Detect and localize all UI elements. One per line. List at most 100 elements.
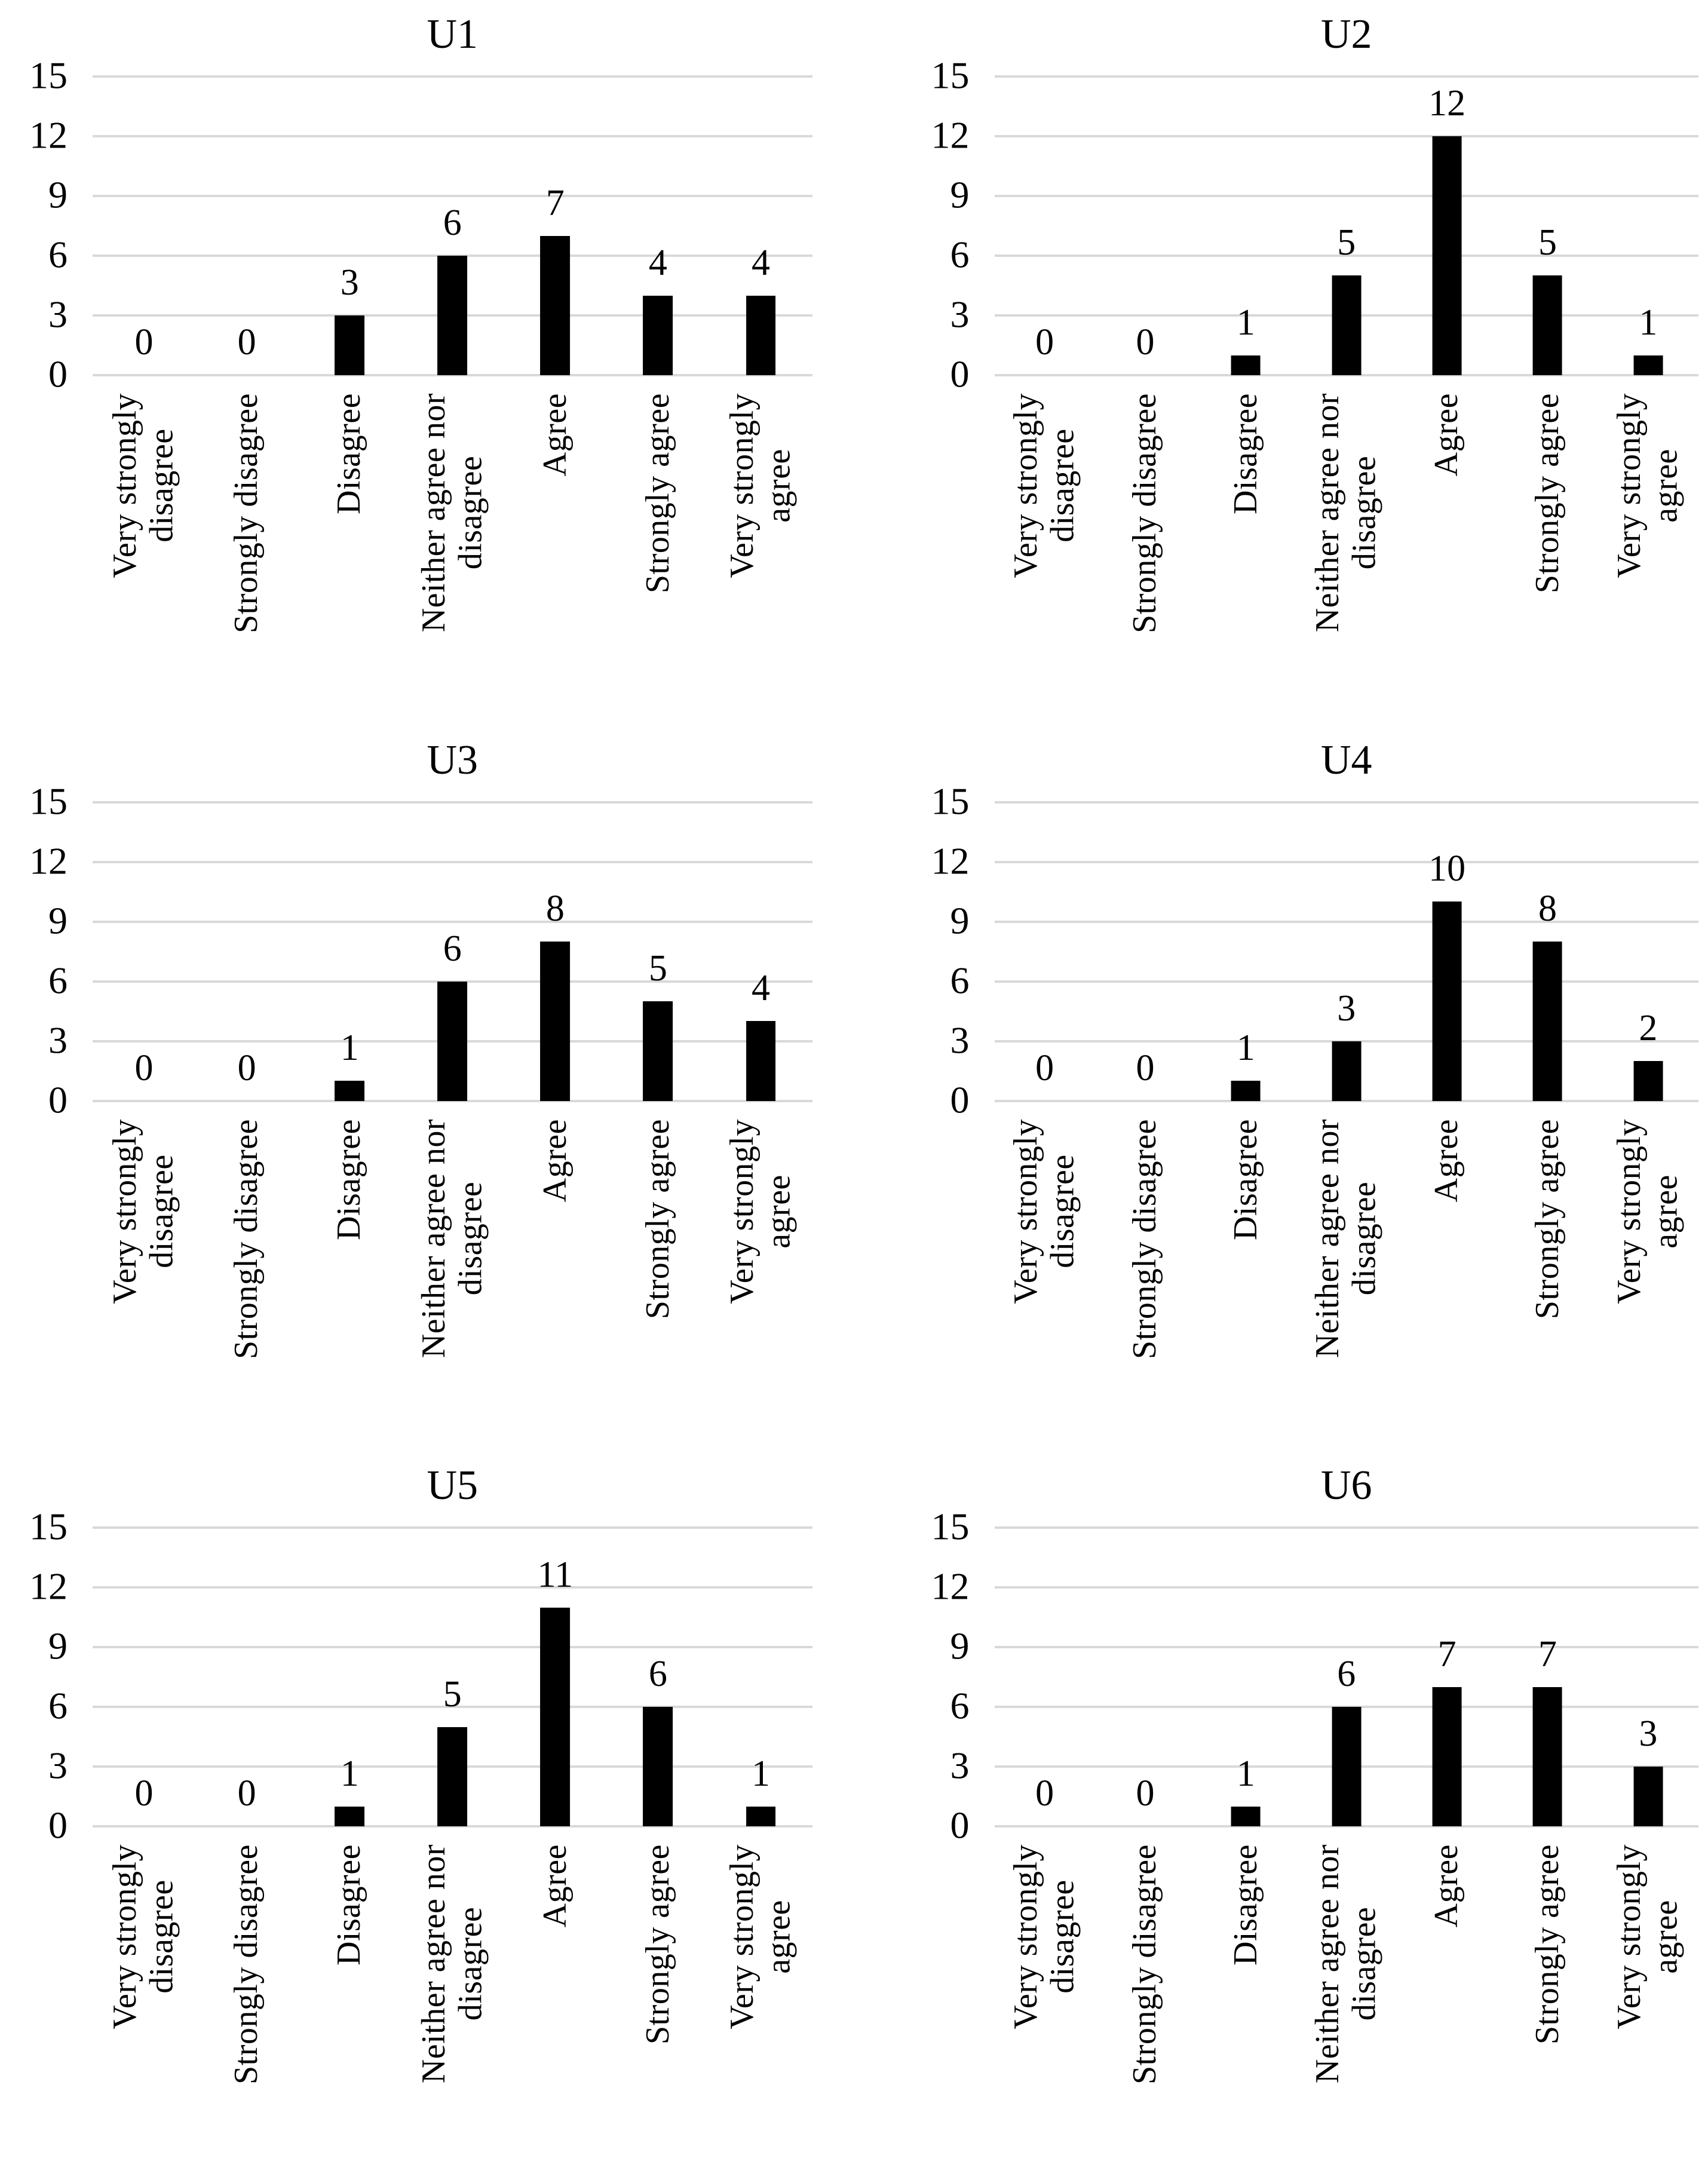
bar-slot: 5 (1296, 76, 1397, 375)
y-axis: 15 12 9 6 3 0 (914, 782, 995, 1119)
x-category-label-text: Strongly disagree (228, 1844, 265, 2085)
gridline (994, 1099, 1698, 1102)
bar-value-label: 0 (1136, 1773, 1155, 1814)
bar-value-label: 5 (648, 948, 667, 989)
bar-value-label: 1 (1236, 1753, 1255, 1794)
bar (746, 295, 776, 375)
x-category-label: Strongly agree (1497, 1119, 1597, 1445)
x-category-label-text: Disagree (1226, 1118, 1264, 1240)
plot-row: 15 12 9 6 3 0 0 0 1 3 10 8 2 (914, 782, 1708, 1119)
bar-slot: 6 (401, 76, 504, 375)
y-tick-label: 0 (950, 1804, 970, 1847)
x-category-label: Agree (504, 393, 606, 719)
x-category-label: Disagree (1195, 1119, 1296, 1445)
bar (335, 1807, 365, 1827)
y-tick-label: 9 (950, 899, 970, 942)
x-category-label: Neither agree nor disagree (1296, 393, 1397, 719)
x-axis-labels: Very strongly disagree Strongly disagree D… (995, 1844, 1699, 2170)
bar-slot: 0 (995, 802, 1095, 1101)
chart-u3: U3 15 12 9 6 3 0 0 0 1 6 8 5 4 Very strongly disagree S… (0, 726, 854, 1452)
gridline (994, 1646, 1698, 1649)
bar-value-label: 0 (237, 1047, 256, 1088)
y-tick-label: 6 (950, 959, 970, 1002)
x-category-label-text: Very strongly disagree (106, 1118, 181, 1304)
y-tick-label: 3 (950, 293, 970, 336)
bar-value-label: 1 (340, 1753, 359, 1794)
x-category-label-text: Disagree (330, 1844, 368, 1966)
bar (437, 1727, 468, 1827)
gridline (994, 1586, 1698, 1589)
y-tick-label: 6 (48, 233, 68, 276)
bar (1432, 902, 1462, 1101)
bar (746, 1021, 776, 1101)
bar-slot: 0 (1095, 802, 1195, 1101)
x-category-label-text: Neither agree nor disagree (1309, 1118, 1383, 1358)
x-category-label: Agree (504, 1844, 606, 2170)
x-category-label-text: Strongly disagree (1126, 1118, 1164, 1359)
x-category-label: Disagree (1195, 1844, 1296, 2170)
bar-slot: 1 (1195, 1528, 1296, 1827)
x-category-label-text: Strongly agree (1528, 1844, 1566, 2045)
bar-value-label: 0 (237, 322, 256, 363)
bar-slot: 1 (298, 1528, 401, 1827)
bar-slot: 8 (504, 802, 606, 1101)
y-tick-label: 3 (48, 1744, 68, 1787)
bar-slot: 0 (195, 1528, 298, 1826)
chart-title: U4 (1320, 737, 1372, 783)
bar (540, 1607, 571, 1827)
bar-value-label: 0 (1035, 322, 1054, 363)
x-category-label-text: Disagree (1226, 393, 1264, 515)
gridline (994, 1526, 1698, 1529)
x-axis-labels: Very strongly disagree Strongly disagree D… (93, 393, 812, 719)
bar-value-label: 7 (1437, 1634, 1456, 1675)
bar-value-label: 5 (1538, 222, 1557, 263)
y-tick-label: 0 (48, 352, 68, 395)
y-tick-label: 9 (48, 899, 68, 942)
bar-value-label: 4 (752, 968, 770, 1009)
plot-area: 0 0 1 6 8 5 4 (93, 801, 812, 1102)
x-category-label: Neither agree nor disagree (1296, 1119, 1397, 1445)
bar-value-label: 3 (1639, 1713, 1658, 1755)
gridline (994, 801, 1698, 804)
bar-slot: 5 (1497, 76, 1597, 375)
x-category-label: Disagree (298, 1844, 401, 2170)
bar-slot: 4 (709, 802, 812, 1101)
gridline (93, 195, 812, 197)
bar-slot: 6 (606, 1528, 709, 1827)
bar-slot: 0 (93, 802, 195, 1101)
x-category-label-text: Disagree (330, 393, 368, 515)
gridline (994, 860, 1698, 863)
x-category-label-text: Neither agree nor disagree (415, 393, 489, 633)
bar-value-label: 0 (1136, 1047, 1155, 1088)
bar (1332, 1041, 1362, 1101)
gridline (93, 860, 812, 863)
x-category-label-text: Very strongly agree (1611, 1844, 1685, 2030)
x-category-label-text: Neither agree nor disagree (415, 1118, 489, 1358)
y-tick-label: 15 (29, 1505, 68, 1549)
y-axis: 15 12 9 6 3 0 (12, 56, 93, 393)
bar-value-label: 3 (340, 262, 359, 303)
x-category-label-text: Neither agree nor disagree (415, 1844, 489, 2084)
bar (335, 1081, 365, 1101)
x-category-label-text: Very strongly agree (1611, 393, 1685, 578)
bar-slot: 12 (1397, 76, 1497, 375)
bar-slot: 1 (709, 1528, 812, 1827)
bar-value-label: 0 (134, 322, 154, 363)
bar-slot: 6 (1296, 1528, 1397, 1827)
y-tick-label: 3 (48, 293, 68, 336)
gridline (93, 1706, 812, 1709)
bar-slot: 6 (401, 802, 504, 1101)
chart-title: U5 (427, 1462, 479, 1509)
bar-value-label: 4 (648, 242, 667, 283)
x-category-label: Strongly agree (606, 393, 709, 719)
x-axis-labels: Very strongly disagree Strongly disagree D… (995, 393, 1699, 719)
bar-slot: 1 (1598, 76, 1698, 375)
x-category-label-text: Strongly agree (639, 393, 676, 594)
bars-layer: 0 0 1 5 12 5 1 (995, 76, 1699, 375)
bar-value-label: 3 (1337, 988, 1356, 1029)
gridline (994, 135, 1698, 137)
y-tick-label: 9 (48, 1625, 68, 1668)
y-tick-label: 3 (950, 1744, 970, 1787)
bar (437, 256, 468, 375)
x-axis-labels: Very strongly disagree Strongly disagree D… (995, 1119, 1699, 1445)
